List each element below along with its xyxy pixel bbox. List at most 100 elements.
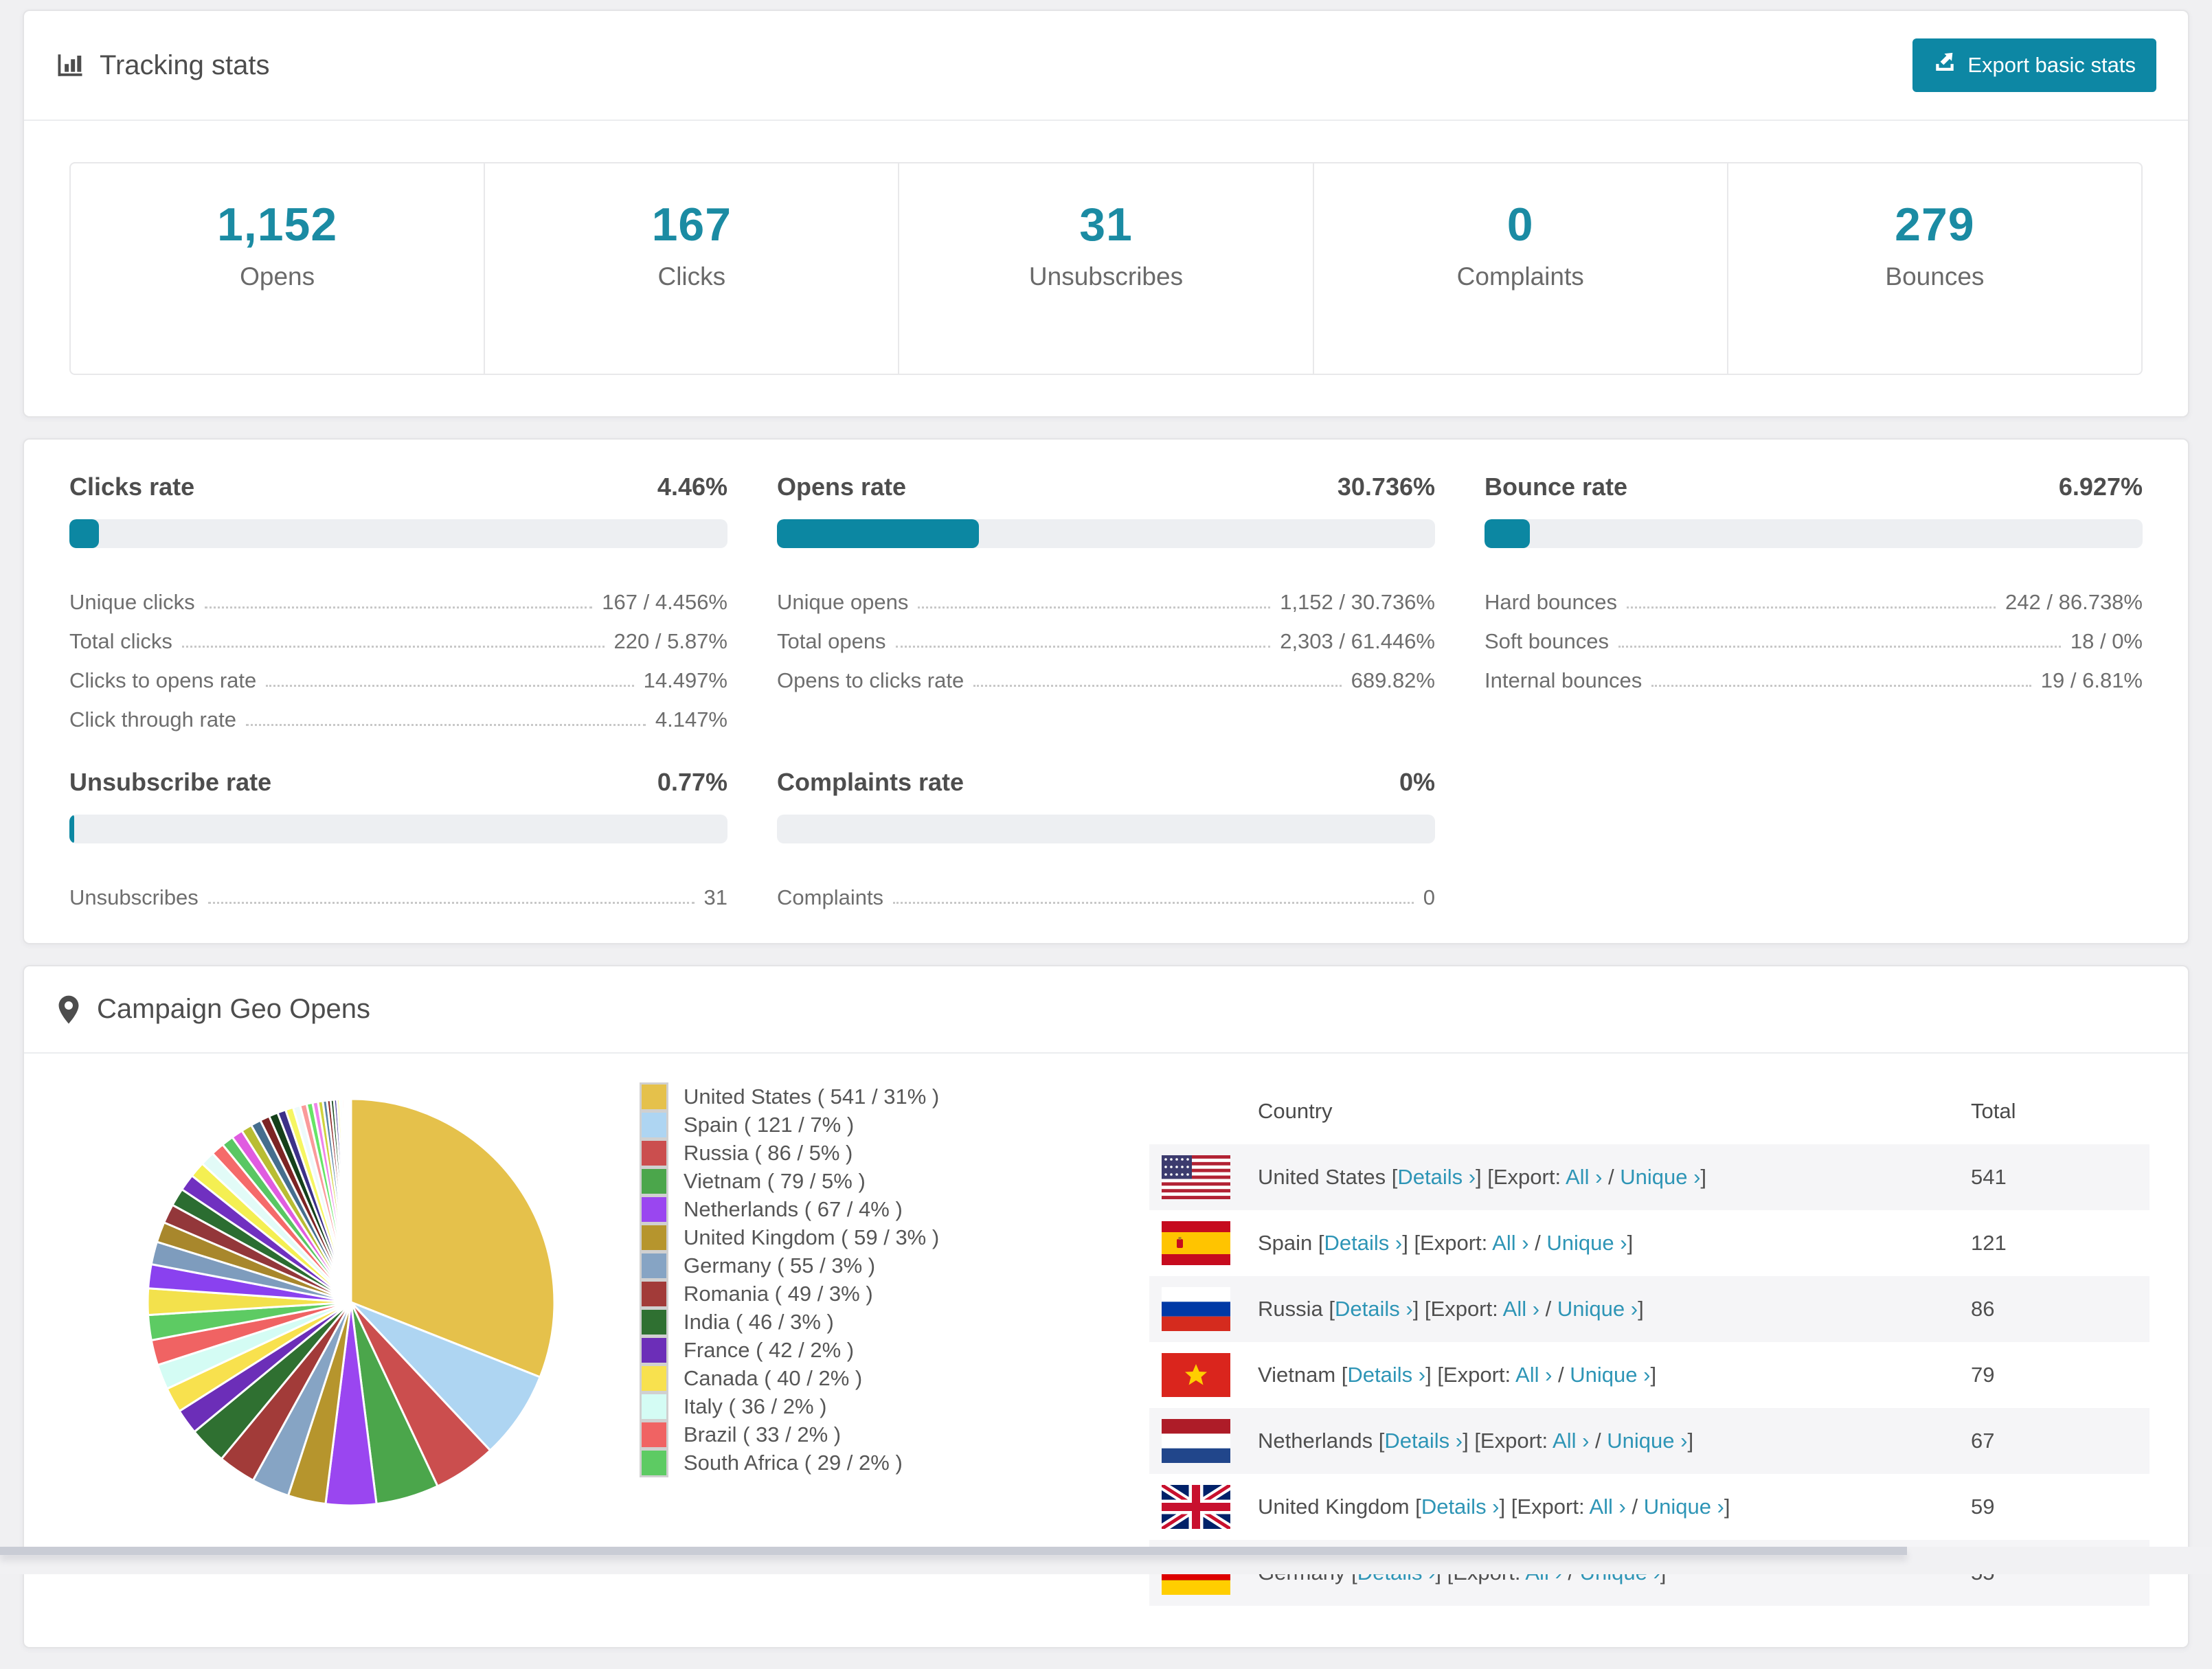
stats-strip: 1,152 Opens 167 Clicks 31 Unsubscribes 0 Compla… — [69, 162, 2143, 375]
legend-item: Brazil ( 33 / 2% ) — [640, 1420, 1149, 1449]
details-link[interactable]: Details › — [1347, 1363, 1426, 1387]
detail-label: Clicks to opens rate — [69, 668, 257, 692]
progress-bar — [69, 815, 727, 843]
progress-fill — [1485, 519, 1531, 548]
horizontal-scrollbar-thumb[interactable] — [0, 1547, 1907, 1555]
rate-title: Complaints rate — [777, 768, 964, 796]
slash-separator: / — [1625, 1495, 1644, 1519]
detail-value: 220 / 5.87% — [613, 629, 727, 653]
total-value: 86 — [1971, 1297, 1995, 1321]
progress-bar — [777, 815, 1435, 843]
legend-item: United States ( 541 / 31% ) — [640, 1082, 1149, 1111]
content: Tracking stats Export basic stats 1,152 O… — [23, 10, 2189, 1669]
dotted-leader — [1651, 685, 2031, 687]
detail-row: Opens to clicks rate 689.82% — [777, 654, 1435, 693]
slash-separator: / — [1589, 1429, 1607, 1453]
legend-label: United Kingdom ( 59 / 3% ) — [684, 1225, 940, 1249]
stat-value: 0 — [1506, 198, 1534, 251]
export-all-link[interactable]: All › — [1553, 1429, 1590, 1453]
export-all-link[interactable]: All › — [1515, 1363, 1553, 1387]
legend-swatch — [640, 1363, 668, 1393]
pie-slice-united-states — [350, 1098, 556, 1378]
slash-separator: / — [1539, 1297, 1557, 1321]
details-link[interactable]: Details › — [1397, 1165, 1476, 1189]
export-unique-link[interactable]: Unique › — [1546, 1231, 1627, 1255]
legend-swatch — [640, 1194, 668, 1224]
detail-row: Hard bounces 242 / 86.738% — [1485, 576, 2143, 615]
dotted-leader — [1618, 646, 2061, 648]
pie-slice-other — [349, 1098, 352, 1304]
stat-label: Unsubscribes — [1028, 262, 1184, 291]
horizontal-scrollbar[interactable] — [0, 1547, 2212, 1574]
column-header-country: Country — [1258, 1099, 1333, 1123]
country-flag-es — [1162, 1221, 1230, 1265]
export-unique-link[interactable]: Unique › — [1570, 1363, 1651, 1387]
rate-block: Complaints rate 0% Complaints 0 — [777, 768, 1435, 910]
rate-block: Unsubscribe rate 0.77% Unsubscribes 31 — [69, 768, 727, 910]
legend-label: Romania ( 49 / 3% ) — [684, 1281, 873, 1306]
export-all-link[interactable]: All › — [1589, 1495, 1626, 1519]
export-label: ] [Export: — [1402, 1231, 1493, 1255]
detail-label: Opens to clicks rate — [777, 668, 964, 692]
total-value: 59 — [1971, 1495, 1995, 1519]
legend-item: France ( 42 / 2% ) — [640, 1335, 1149, 1365]
detail-value: 242 / 86.738% — [2005, 590, 2143, 614]
dotted-leader — [918, 606, 1271, 609]
progress-fill — [777, 519, 980, 548]
export-all-link[interactable]: All › — [1492, 1231, 1529, 1255]
rate-detail-list: Unique clicks 167 / 4.456% Total clicks 220… — [69, 576, 727, 732]
rate-head: Bounce rate 6.927% — [1485, 473, 2143, 501]
details-link[interactable]: Details › — [1384, 1429, 1463, 1453]
detail-label: Total opens — [777, 629, 886, 653]
export-unique-link[interactable]: Unique › — [1620, 1165, 1701, 1189]
legend-label: Brazil ( 33 / 2% ) — [684, 1422, 842, 1446]
stat-value: 31 — [1079, 198, 1133, 251]
export-label: ] [Export: — [1425, 1363, 1516, 1387]
detail-row: Total clicks 220 / 5.87% — [69, 615, 727, 654]
export-unique-link[interactable]: Unique › — [1557, 1297, 1638, 1321]
page-title: Tracking stats — [100, 49, 270, 80]
export-all-link[interactable]: All › — [1502, 1297, 1540, 1321]
legend-swatch — [640, 1279, 668, 1308]
detail-label: Unsubscribes — [69, 885, 199, 909]
dotted-leader — [895, 646, 1271, 648]
detail-label: Internal bounces — [1485, 668, 1643, 692]
detail-label: Unique opens — [777, 590, 909, 614]
rate-title: Opens rate — [777, 473, 907, 501]
rate-detail-list: Unique opens 1,152 / 30.736% Total opens 2,… — [777, 576, 1435, 693]
country-name: Russia [ — [1258, 1297, 1335, 1321]
details-link[interactable]: Details › — [1324, 1231, 1403, 1255]
stat-cell: 167 Clicks — [484, 163, 898, 374]
stat-label: Complaints — [1456, 262, 1584, 291]
bar-chart-icon — [56, 51, 84, 80]
bracket-close: ] — [1724, 1495, 1730, 1519]
pie-slice-spain — [350, 1301, 541, 1452]
legend-item: Spain ( 121 / 7% ) — [640, 1110, 1149, 1139]
progress-bar — [1485, 519, 2143, 548]
stat-label: Clicks — [657, 262, 726, 291]
legend-label: Germany ( 55 / 3% ) — [684, 1253, 876, 1278]
export-unique-link[interactable]: Unique › — [1643, 1495, 1724, 1519]
page: { "tracking": { "title": "Tracking stats… — [0, 10, 2212, 1648]
legend-item: Netherlands ( 67 / 4% ) — [640, 1194, 1149, 1224]
details-link[interactable]: Details › — [1421, 1495, 1500, 1519]
pie-legend: United States ( 541 / 31% ) Spain ( 121 /… — [640, 1078, 1149, 1606]
dotted-leader — [893, 902, 1414, 904]
export-all-link[interactable]: All › — [1566, 1165, 1603, 1189]
slash-separator: / — [1552, 1363, 1570, 1387]
bracket-close: ] — [1638, 1297, 1644, 1321]
legend-label: India ( 46 / 3% ) — [684, 1309, 834, 1334]
slash-separator: / — [1528, 1231, 1547, 1255]
total-value: 79 — [1971, 1363, 1995, 1387]
table-body: United States [Details ›] [Export: All ›… — [1149, 1144, 2149, 1606]
export-label: ] [Export: — [1463, 1429, 1553, 1453]
export-basic-stats-button[interactable]: Export basic stats — [1912, 38, 2156, 92]
details-link[interactable]: Details › — [1334, 1297, 1413, 1321]
stat-value: 167 — [651, 198, 732, 251]
detail-label: Total clicks — [69, 629, 172, 653]
rates-body: Clicks rate 4.46% Unique clicks 167 / 4.456… — [24, 440, 2188, 943]
rate-value: 30.736% — [1337, 473, 1435, 501]
legend-swatch — [640, 1448, 668, 1477]
detail-value: 19 / 6.81% — [2040, 668, 2143, 692]
export-unique-link[interactable]: Unique › — [1607, 1429, 1688, 1453]
